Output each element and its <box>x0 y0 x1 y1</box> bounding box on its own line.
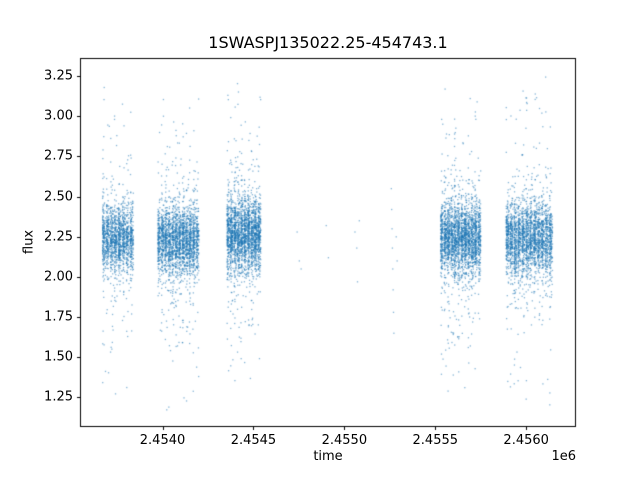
axis-offset-label: 1e6 <box>551 449 576 464</box>
x-tick-label: 2.4560 <box>503 433 549 449</box>
x-tick-label: 2.4555 <box>412 433 459 449</box>
x-tick-label: 2.4545 <box>230 433 277 449</box>
y-tick-label: 3.00 <box>44 108 73 124</box>
y-tick-label: 1.50 <box>44 349 73 365</box>
y-tick-label: 2.75 <box>44 148 73 164</box>
x-tick-label: 2.4540 <box>139 433 186 449</box>
x-axis-label: time <box>313 449 343 464</box>
x-tick-label: 2.4550 <box>321 433 368 449</box>
y-tick-label: 1.75 <box>44 309 73 325</box>
y-tick-label: 1.25 <box>44 389 73 405</box>
y-tick-label: 2.25 <box>44 229 73 245</box>
y-tick-label: 3.25 <box>44 68 73 84</box>
y-tick-label: 2.00 <box>44 269 73 285</box>
chart-title: 1SWASPJ135022.25-454743.1 <box>208 33 448 52</box>
y-tick-label: 2.50 <box>44 189 73 205</box>
